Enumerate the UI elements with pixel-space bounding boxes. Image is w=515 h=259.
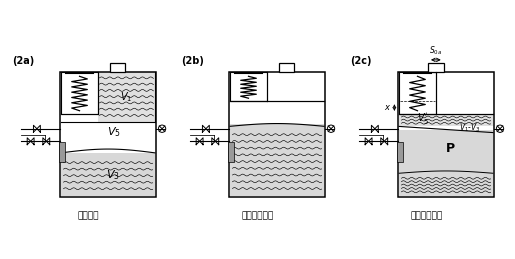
Bar: [229, 71, 325, 197]
Text: (2b): (2b): [181, 56, 204, 66]
Bar: [98, 71, 155, 122]
Bar: [399, 114, 493, 126]
Text: (2c): (2c): [350, 56, 371, 66]
Bar: [398, 71, 494, 197]
Bar: [61, 153, 155, 196]
Bar: [230, 124, 324, 196]
Bar: [397, 142, 403, 162]
Text: $V_5$: $V_5$: [108, 125, 121, 139]
Bar: [399, 130, 493, 196]
Bar: [279, 63, 294, 71]
Text: (2a): (2a): [12, 56, 34, 66]
Text: $V_5'$: $V_5'$: [417, 111, 430, 126]
Text: $V_1$: $V_1$: [121, 90, 132, 104]
Text: $V_1$-$V_3$: $V_1$-$V_3$: [459, 122, 481, 134]
Text: 加水阶段: 加水阶段: [78, 211, 99, 220]
Bar: [399, 71, 436, 114]
Bar: [60, 71, 156, 197]
Bar: [59, 142, 65, 162]
Bar: [61, 71, 98, 114]
Text: 反应进行阶段: 反应进行阶段: [410, 211, 442, 220]
Bar: [428, 63, 444, 71]
Text: $V_3$: $V_3$: [106, 168, 119, 182]
Text: 反应开始阶段: 反应开始阶段: [242, 211, 273, 220]
Text: x: x: [385, 103, 390, 112]
Bar: [228, 142, 234, 162]
Text: $S_{0a}$: $S_{0a}$: [430, 44, 442, 57]
Bar: [230, 71, 267, 101]
Text: P: P: [446, 142, 455, 155]
Bar: [110, 63, 125, 71]
